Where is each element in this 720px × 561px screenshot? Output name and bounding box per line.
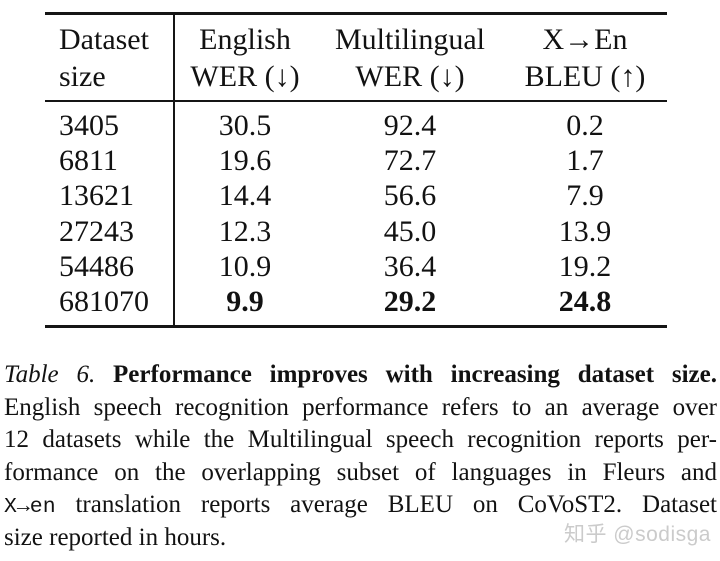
caption-segment-normal: formance on the overlapping subset of la… [4,458,717,486]
header-line: English [199,23,291,56]
cell-multilingual-wer: 45.0 [383,214,437,248]
cell-english-wer: 9.9 [226,284,264,318]
cell-x-en-bleu: 13.9 [558,214,612,248]
caption-line: 12 datasets while the Multilingual speec… [4,424,717,457]
header-line: WER (↓) [355,60,465,93]
cell-dataset-size: 27243 [59,214,134,248]
column-header-dataset-size: Dataset size [45,21,173,100]
header-line: Multilingual [335,23,485,56]
cell-multilingual-wer: 72.7 [383,144,437,178]
column-header-english-wer: English WER (↓) [173,21,317,100]
cell-dataset-size: 681070 [59,284,149,318]
table-rule-top [45,12,667,15]
results-table: Dataset size English WER (↓) Multilingua… [45,12,667,329]
caption-segment-italic: Table 6. [4,361,96,388]
cell-multilingual-wer: 56.6 [383,179,437,213]
cell-x-en-bleu: 7.9 [566,179,604,213]
table-row: 6811 19.6 72.7 1.7 [45,143,667,178]
table-row: 3405 30.5 92.4 0.2 [45,108,667,143]
cell-dataset-size: 54486 [59,249,134,283]
table-row: 54486 10.9 36.4 19.2 [45,249,667,284]
cell-english-wer: 14.4 [218,179,272,213]
cell-multilingual-wer: 29.2 [383,284,437,318]
cell-dataset-size: 13621 [59,179,134,213]
cell-dataset-size: 6811 [59,144,118,178]
caption-segment-normal: 12 datasets while the Multilingual speec… [4,426,717,454]
header-line: BLEU (↑) [524,60,646,93]
cell-x-en-bleu: 19.2 [558,249,612,283]
cell-english-wer: 30.5 [218,109,272,142]
caption-segment-normal [95,361,113,388]
table-header-row: Dataset size English WER (↓) Multilingua… [45,15,667,102]
caption-line: Table 6. Performance improves with incre… [4,359,717,392]
cell-multilingual-wer: 36.4 [383,249,437,283]
cell-english-wer: 10.9 [218,249,272,283]
caption-segment-normal: size reported in hours. [4,523,227,551]
header-line: X→En [542,23,628,56]
cell-x-en-bleu: 24.8 [558,284,612,318]
column-divider [173,15,175,326]
table-rule-bottom [45,325,667,329]
table-row: 27243 12.3 45.0 13.9 [45,214,667,249]
table-body: 3405 30.5 92.4 0.2 6811 19.6 72.7 1.7 13621 14.4 5… [45,102,667,325]
header-line: size [59,60,106,93]
header-line: Dataset [59,23,149,56]
cell-dataset-size: 3405 [59,109,119,142]
column-header-x-en-bleu: X→En BLEU (↑) [503,21,667,100]
table-row: 681070 9.9 29.2 24.8 [45,284,667,319]
cell-english-wer: 12.3 [218,214,272,248]
watermark: 知乎 @sodisga [563,523,711,546]
table-caption: Table 6. Performance improves with incre… [4,359,717,555]
caption-segment-bold: Performance improves with increasing dat… [113,361,717,388]
cell-multilingual-wer: 92.4 [383,109,437,142]
caption-segment-mono: X→en [4,495,56,520]
caption-line: English speech recognition performance r… [4,392,717,425]
header-line: WER (↓) [190,60,300,93]
caption-segment-normal: English speech recognition performance r… [4,393,717,421]
cell-x-en-bleu: 1.7 [566,144,604,178]
caption-segment-normal: translation reports average BLEU on CoVo… [55,491,717,519]
cell-x-en-bleu: 0.2 [566,109,604,142]
caption-line: formance on the overlapping subset of la… [4,457,717,490]
cell-english-wer: 19.6 [218,144,272,178]
column-header-multilingual-wer: Multilingual WER (↓) [317,21,503,100]
caption-line: X→en translation reports average BLEU on… [4,489,717,522]
caption-line: size reported in hours. [4,522,717,555]
table-row: 13621 14.4 56.6 7.9 [45,178,667,213]
